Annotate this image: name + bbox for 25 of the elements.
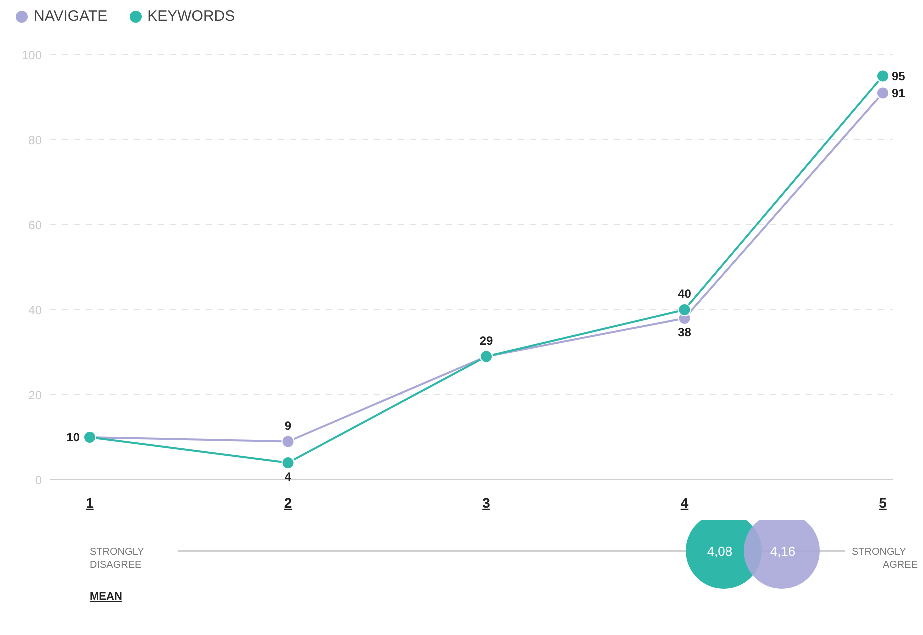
text: STRONGLY DISAGREE (90, 547, 145, 571)
data-label: 29 (480, 334, 494, 348)
text: 4,16 (770, 544, 796, 559)
point (876, 70, 890, 83)
point (282, 435, 295, 448)
point (876, 86, 890, 100)
x-tick-label: 1 (86, 494, 94, 511)
data-label: 91 (892, 86, 906, 100)
data-label: 9 (284, 418, 292, 433)
x-tick-label: 2 (284, 494, 292, 511)
data-label: 40 (678, 287, 692, 301)
x-tick-label: 4 (680, 494, 689, 511)
x-tick-label: 3 (482, 494, 491, 511)
legend-label: NAVIGATE (33, 8, 108, 25)
point (678, 304, 692, 316)
text: MEAN (90, 591, 122, 603)
point (282, 456, 295, 470)
data-label: 95 (892, 69, 906, 84)
data-label: 10 (66, 430, 80, 444)
x-tick-label: 5 (879, 494, 888, 511)
legend-label: KEYWORDS (146, 8, 236, 25)
text: STRONGLY AGREE (852, 547, 918, 571)
data-label: 38 (678, 326, 692, 340)
text: 4,08 (707, 544, 733, 559)
data-label: 4 (284, 470, 292, 484)
